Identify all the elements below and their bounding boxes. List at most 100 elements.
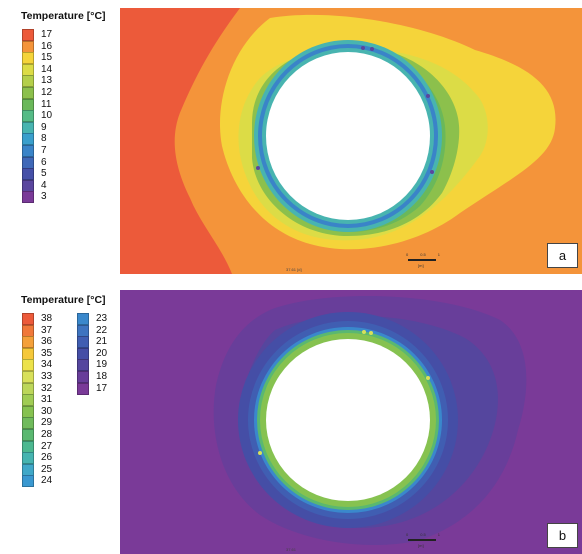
legend-label: 13 [41,75,53,87]
legend-item: 18 [77,371,107,383]
legend-swatch [22,168,34,181]
legend-label: 32 [41,382,53,394]
scale-tick: 1 [437,532,440,537]
legend-swatch [22,463,34,476]
legend-item: 24 [22,475,53,488]
legend-label: 4 [41,179,47,191]
scale-unit: [m] [418,543,424,548]
legend-item: 5 [22,168,47,181]
sensor-point [369,331,373,335]
legend-label: 22 [96,324,108,336]
legend-swatch [22,191,34,204]
sensor-point [426,94,430,98]
legend-label: 8 [41,133,47,145]
legend-label: 27 [41,440,53,452]
legend-item: 34 [22,359,53,372]
legend-item: 7 [22,145,47,157]
sensor-point [258,451,262,455]
legend-swatch [22,63,34,76]
legend-label: 11 [41,98,52,110]
legend-label: 9 [41,121,47,133]
temperature-map-a: 0 0.5 1 [m] 37.61 [d] [120,8,582,274]
legend-swatch [22,121,34,134]
scale-bar: 0 0.5 1 [m] [406,532,440,550]
legend-swatch [22,40,34,53]
legend-item: 36 [22,336,53,349]
time-readout: 37.61 [d] [286,267,302,272]
legend-item: 11 [22,98,52,111]
legend-swatch [22,440,34,453]
legend-item: 29 [22,417,53,430]
legend-item: 9 [22,121,47,134]
scale-tick: 1 [437,252,440,257]
panel-a: Temperature [°C] 17 16 15 14 13 12 11 10 9 8 7 6 5 4 3… [0,0,582,274]
legend-label: 38 [41,313,53,324]
legend-item: 6 [22,156,47,169]
legend-item: 38 [22,313,52,325]
panel-label-a: a [547,243,578,268]
legend-label: 34 [41,359,53,371]
legend-label: 20 [96,347,108,359]
legend-label: 37 [41,324,53,336]
legend-item: 12 [22,87,52,99]
legend-swatch [22,382,34,395]
legend-label: 3 [41,191,47,203]
legend-swatch [22,133,34,146]
legend-a: Temperature [°C] 17 16 15 14 13 12 11 10 9 8 7 6 5 4 3 [0,0,118,274]
panel-label-b: b [547,523,578,548]
legend-label: 28 [41,429,53,440]
scale-tick: 0 [406,252,409,257]
scale-tick: 0.5 [420,252,426,257]
legend-title: Temperature [°C] [21,10,106,22]
legend-label: 7 [41,145,47,156]
legend-label: 21 [96,336,108,348]
legend-swatch [22,429,34,441]
legend-item: 16 [22,40,52,53]
legend-item: 27 [22,440,53,453]
legend-label: 24 [41,475,53,487]
legend-label: 36 [41,336,53,348]
scale-tick: 0.5 [420,532,426,537]
temperature-field-a [120,8,582,274]
panel-b: Temperature [°C] 38 37 36 35 34 33 32 31 30 29 28 2… [0,284,582,554]
legend-label: 17 [41,29,53,40]
legend-swatch [22,336,34,349]
legend-label: 17 [96,382,108,394]
legend-swatch [77,347,89,360]
legend-item: 28 [22,429,52,441]
legend-label: 35 [41,347,53,359]
legend-item: 4 [22,179,47,192]
legend-swatch [77,371,89,383]
time-readout: 37.61 [286,547,297,552]
sensor-point [361,46,365,50]
legend-swatch [22,75,34,88]
sensor-point [430,170,434,174]
legend-item: 20 [77,347,108,360]
legend-item: 15 [22,52,52,65]
legend-swatch [22,371,34,383]
legend-swatch [22,29,34,41]
legend-swatch [22,313,34,325]
legend-swatch [22,452,34,465]
legend-item: 19 [77,359,108,372]
legend-item: 17 [22,29,52,41]
legend-swatch [77,359,89,372]
sensor-point [256,166,260,170]
legend-label: 5 [41,168,47,180]
legend-swatch [22,110,34,123]
legend-label: 25 [41,463,53,475]
tunnel-opening [266,52,430,220]
legend-item: 35 [22,347,53,360]
legend-item: 17 [77,382,108,395]
legend-label: 33 [41,371,53,382]
legend-swatch [77,336,89,349]
legend-item: 26 [22,452,52,465]
scale-bar-line [408,539,436,541]
legend-swatch [22,145,34,157]
legend-label: 29 [41,417,53,429]
legend-label: 14 [41,63,53,75]
legend-title: Temperature [°C] [21,294,106,306]
legend-swatch [22,179,34,192]
legend-label: 19 [96,359,108,371]
legend-item: 21 [77,336,108,349]
